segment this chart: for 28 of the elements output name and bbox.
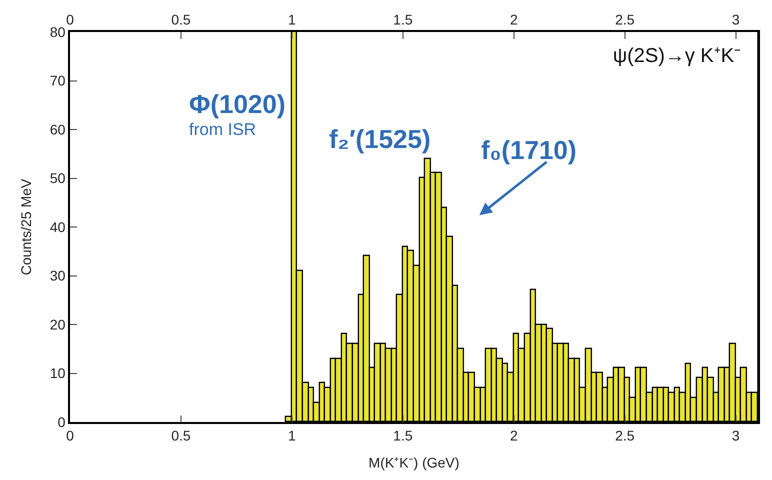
y-tick-label: 0 — [58, 414, 66, 430]
text: ψ(2S)→γ K⁺K⁻ — [612, 45, 742, 67]
annotation: Φ(1020) — [189, 89, 286, 119]
x2-tick-label: 2 — [510, 428, 518, 444]
x-tick-label: 2.5 — [615, 12, 635, 28]
x2-tick-label: 1 — [288, 428, 296, 444]
y-axis-title: Counts/25 MeV — [18, 178, 34, 276]
annotation: f₂′(1525) — [329, 124, 431, 154]
x-tick-label: 2 — [510, 12, 518, 28]
x-tick-label: 3 — [732, 12, 740, 28]
y-tick-label: 40 — [50, 218, 66, 235]
y-tick-label: 60 — [50, 121, 66, 138]
x-axis-title: M(K⁺K⁻) (GeV) — [368, 454, 460, 470]
x-tick-label: 0.5 — [171, 12, 191, 28]
y-tick-label: 70 — [50, 72, 66, 89]
y-tick-label: 50 — [50, 170, 66, 186]
annotation: from ISR — [189, 120, 256, 139]
y-tick-label: 10 — [50, 365, 66, 382]
x2-tick-label: 2.5 — [615, 428, 635, 444]
x2-tick-label: 1.5 — [393, 428, 413, 444]
annotation: f₀(1710) — [481, 135, 577, 165]
x2-tick-label: 0.5 — [171, 428, 191, 444]
x-tick-label: 1.5 — [393, 12, 413, 28]
x2-tick-label: 3 — [732, 428, 740, 444]
x-tick-label: 1 — [288, 12, 296, 28]
y-tick-label: 30 — [50, 268, 66, 284]
y-tick-label: 20 — [50, 316, 66, 332]
y-tick-label: 80 — [50, 24, 66, 40]
